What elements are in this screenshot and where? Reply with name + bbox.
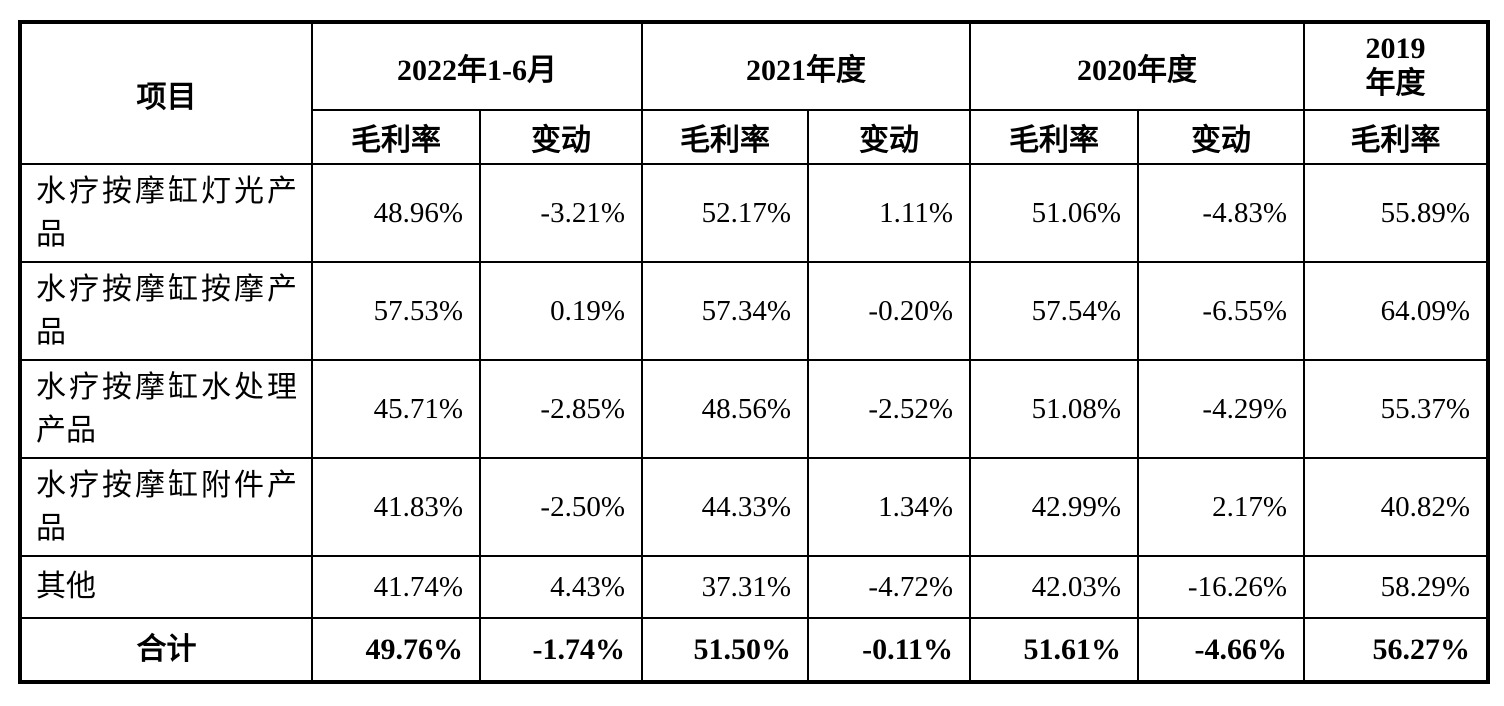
table-header: 项目 2022年1-6月 2021年度 2020年度 2019 年度 毛利率 变… bbox=[19, 21, 1489, 165]
table-body: 水疗按摩缸灯光产品 48.96% -3.21% 52.17% 1.11% 51.06% -4… bbox=[19, 163, 1489, 683]
value-cell: 0.19% bbox=[479, 261, 643, 361]
column-header-2019: 2019 年度 bbox=[1303, 21, 1489, 111]
table-row: 水疗按摩缸附件产品 41.83% -2.50% 44.33% 1.34% 42.99% 2.… bbox=[19, 457, 1489, 557]
value-cell: -1.74% bbox=[479, 617, 643, 683]
value-cell: -6.55% bbox=[1137, 261, 1305, 361]
value-cell: -0.20% bbox=[807, 261, 971, 361]
value-cell: -0.11% bbox=[807, 617, 971, 683]
value-cell: -4.72% bbox=[807, 555, 971, 619]
value-cell: -4.83% bbox=[1137, 163, 1305, 263]
row-label: 水疗按摩缸灯光产品 bbox=[19, 163, 313, 263]
value-cell: 41.83% bbox=[311, 457, 481, 557]
value-cell: -3.21% bbox=[479, 163, 643, 263]
value-cell: 51.50% bbox=[641, 617, 809, 683]
column-header-2021: 2021年度 bbox=[641, 21, 971, 111]
value-cell: 55.37% bbox=[1303, 359, 1489, 459]
value-cell: 42.03% bbox=[969, 555, 1139, 619]
subcol-header-margin: 毛利率 bbox=[1303, 109, 1489, 165]
row-label: 水疗按摩缸附件产品 bbox=[19, 457, 313, 557]
value-cell: 58.29% bbox=[1303, 555, 1489, 619]
subcol-header-margin: 毛利率 bbox=[311, 109, 481, 165]
value-cell: 51.06% bbox=[969, 163, 1139, 263]
value-cell: 1.34% bbox=[807, 457, 971, 557]
column-header-item: 项目 bbox=[19, 21, 313, 165]
total-row: 合计 49.76% -1.74% 51.50% -0.11% 51.61% -4.66% 56… bbox=[19, 617, 1489, 683]
row-label: 合计 bbox=[19, 617, 313, 683]
value-cell: 52.17% bbox=[641, 163, 809, 263]
column-header-2020: 2020年度 bbox=[969, 21, 1305, 111]
value-cell: -4.66% bbox=[1137, 617, 1305, 683]
table-row: 水疗按摩缸按摩产品 57.53% 0.19% 57.34% -0.20% 57.54% -6… bbox=[19, 261, 1489, 361]
value-cell: 57.34% bbox=[641, 261, 809, 361]
subcol-header-change: 变动 bbox=[807, 109, 971, 165]
value-cell: 48.56% bbox=[641, 359, 809, 459]
value-cell: 57.54% bbox=[969, 261, 1139, 361]
gross-margin-table: 项目 2022年1-6月 2021年度 2020年度 2019 年度 毛利率 变… bbox=[18, 20, 1490, 684]
table-row: 其他 41.74% 4.43% 37.31% -4.72% 42.03% -16.26% 58… bbox=[19, 555, 1489, 619]
row-label: 水疗按摩缸水处理产品 bbox=[19, 359, 313, 459]
subcol-header-margin: 毛利率 bbox=[969, 109, 1139, 165]
subcol-header-margin: 毛利率 bbox=[641, 109, 809, 165]
value-cell: 51.61% bbox=[969, 617, 1139, 683]
value-cell: 64.09% bbox=[1303, 261, 1489, 361]
value-cell: 57.53% bbox=[311, 261, 481, 361]
value-cell: 44.33% bbox=[641, 457, 809, 557]
value-cell: 1.11% bbox=[807, 163, 971, 263]
value-cell: 45.71% bbox=[311, 359, 481, 459]
value-cell: 42.99% bbox=[969, 457, 1139, 557]
subcol-header-change: 变动 bbox=[479, 109, 643, 165]
value-cell: 56.27% bbox=[1303, 617, 1489, 683]
subcol-header-change: 变动 bbox=[1137, 109, 1305, 165]
value-cell: 40.82% bbox=[1303, 457, 1489, 557]
column-header-2022h1: 2022年1-6月 bbox=[311, 21, 643, 111]
value-cell: -16.26% bbox=[1137, 555, 1305, 619]
value-cell: -4.29% bbox=[1137, 359, 1305, 459]
value-cell: 48.96% bbox=[311, 163, 481, 263]
table-row: 水疗按摩缸水处理产品 45.71% -2.85% 48.56% -2.52% 51.08%… bbox=[19, 359, 1489, 459]
row-label: 其他 bbox=[19, 555, 313, 619]
value-cell: 49.76% bbox=[311, 617, 481, 683]
value-cell: 2.17% bbox=[1137, 457, 1305, 557]
row-label: 水疗按摩缸按摩产品 bbox=[19, 261, 313, 361]
table-row: 水疗按摩缸灯光产品 48.96% -3.21% 52.17% 1.11% 51.06% -4… bbox=[19, 163, 1489, 263]
value-cell: 55.89% bbox=[1303, 163, 1489, 263]
value-cell: -2.50% bbox=[479, 457, 643, 557]
value-cell: 4.43% bbox=[479, 555, 643, 619]
header-row-subcols: 毛利率 变动 毛利率 变动 毛利率 变动 毛利率 bbox=[20, 109, 1489, 165]
value-cell: 37.31% bbox=[641, 555, 809, 619]
value-cell: 51.08% bbox=[969, 359, 1139, 459]
value-cell: -2.52% bbox=[807, 359, 971, 459]
header-row-periods: 项目 2022年1-6月 2021年度 2020年度 2019 年度 bbox=[19, 21, 1489, 165]
value-cell: 41.74% bbox=[311, 555, 481, 619]
value-cell: -2.85% bbox=[479, 359, 643, 459]
